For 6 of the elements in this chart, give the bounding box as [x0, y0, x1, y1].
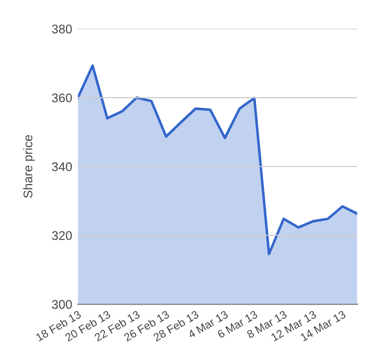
- y-tick-label: 340: [52, 162, 72, 172]
- y-tick-label: 380: [52, 24, 72, 34]
- y-axis-title: Share price: [23, 135, 35, 198]
- y-tick-label: 360: [52, 93, 72, 102]
- y-tick-label: 300: [52, 300, 72, 309]
- y-tick-label: 320: [52, 231, 72, 240]
